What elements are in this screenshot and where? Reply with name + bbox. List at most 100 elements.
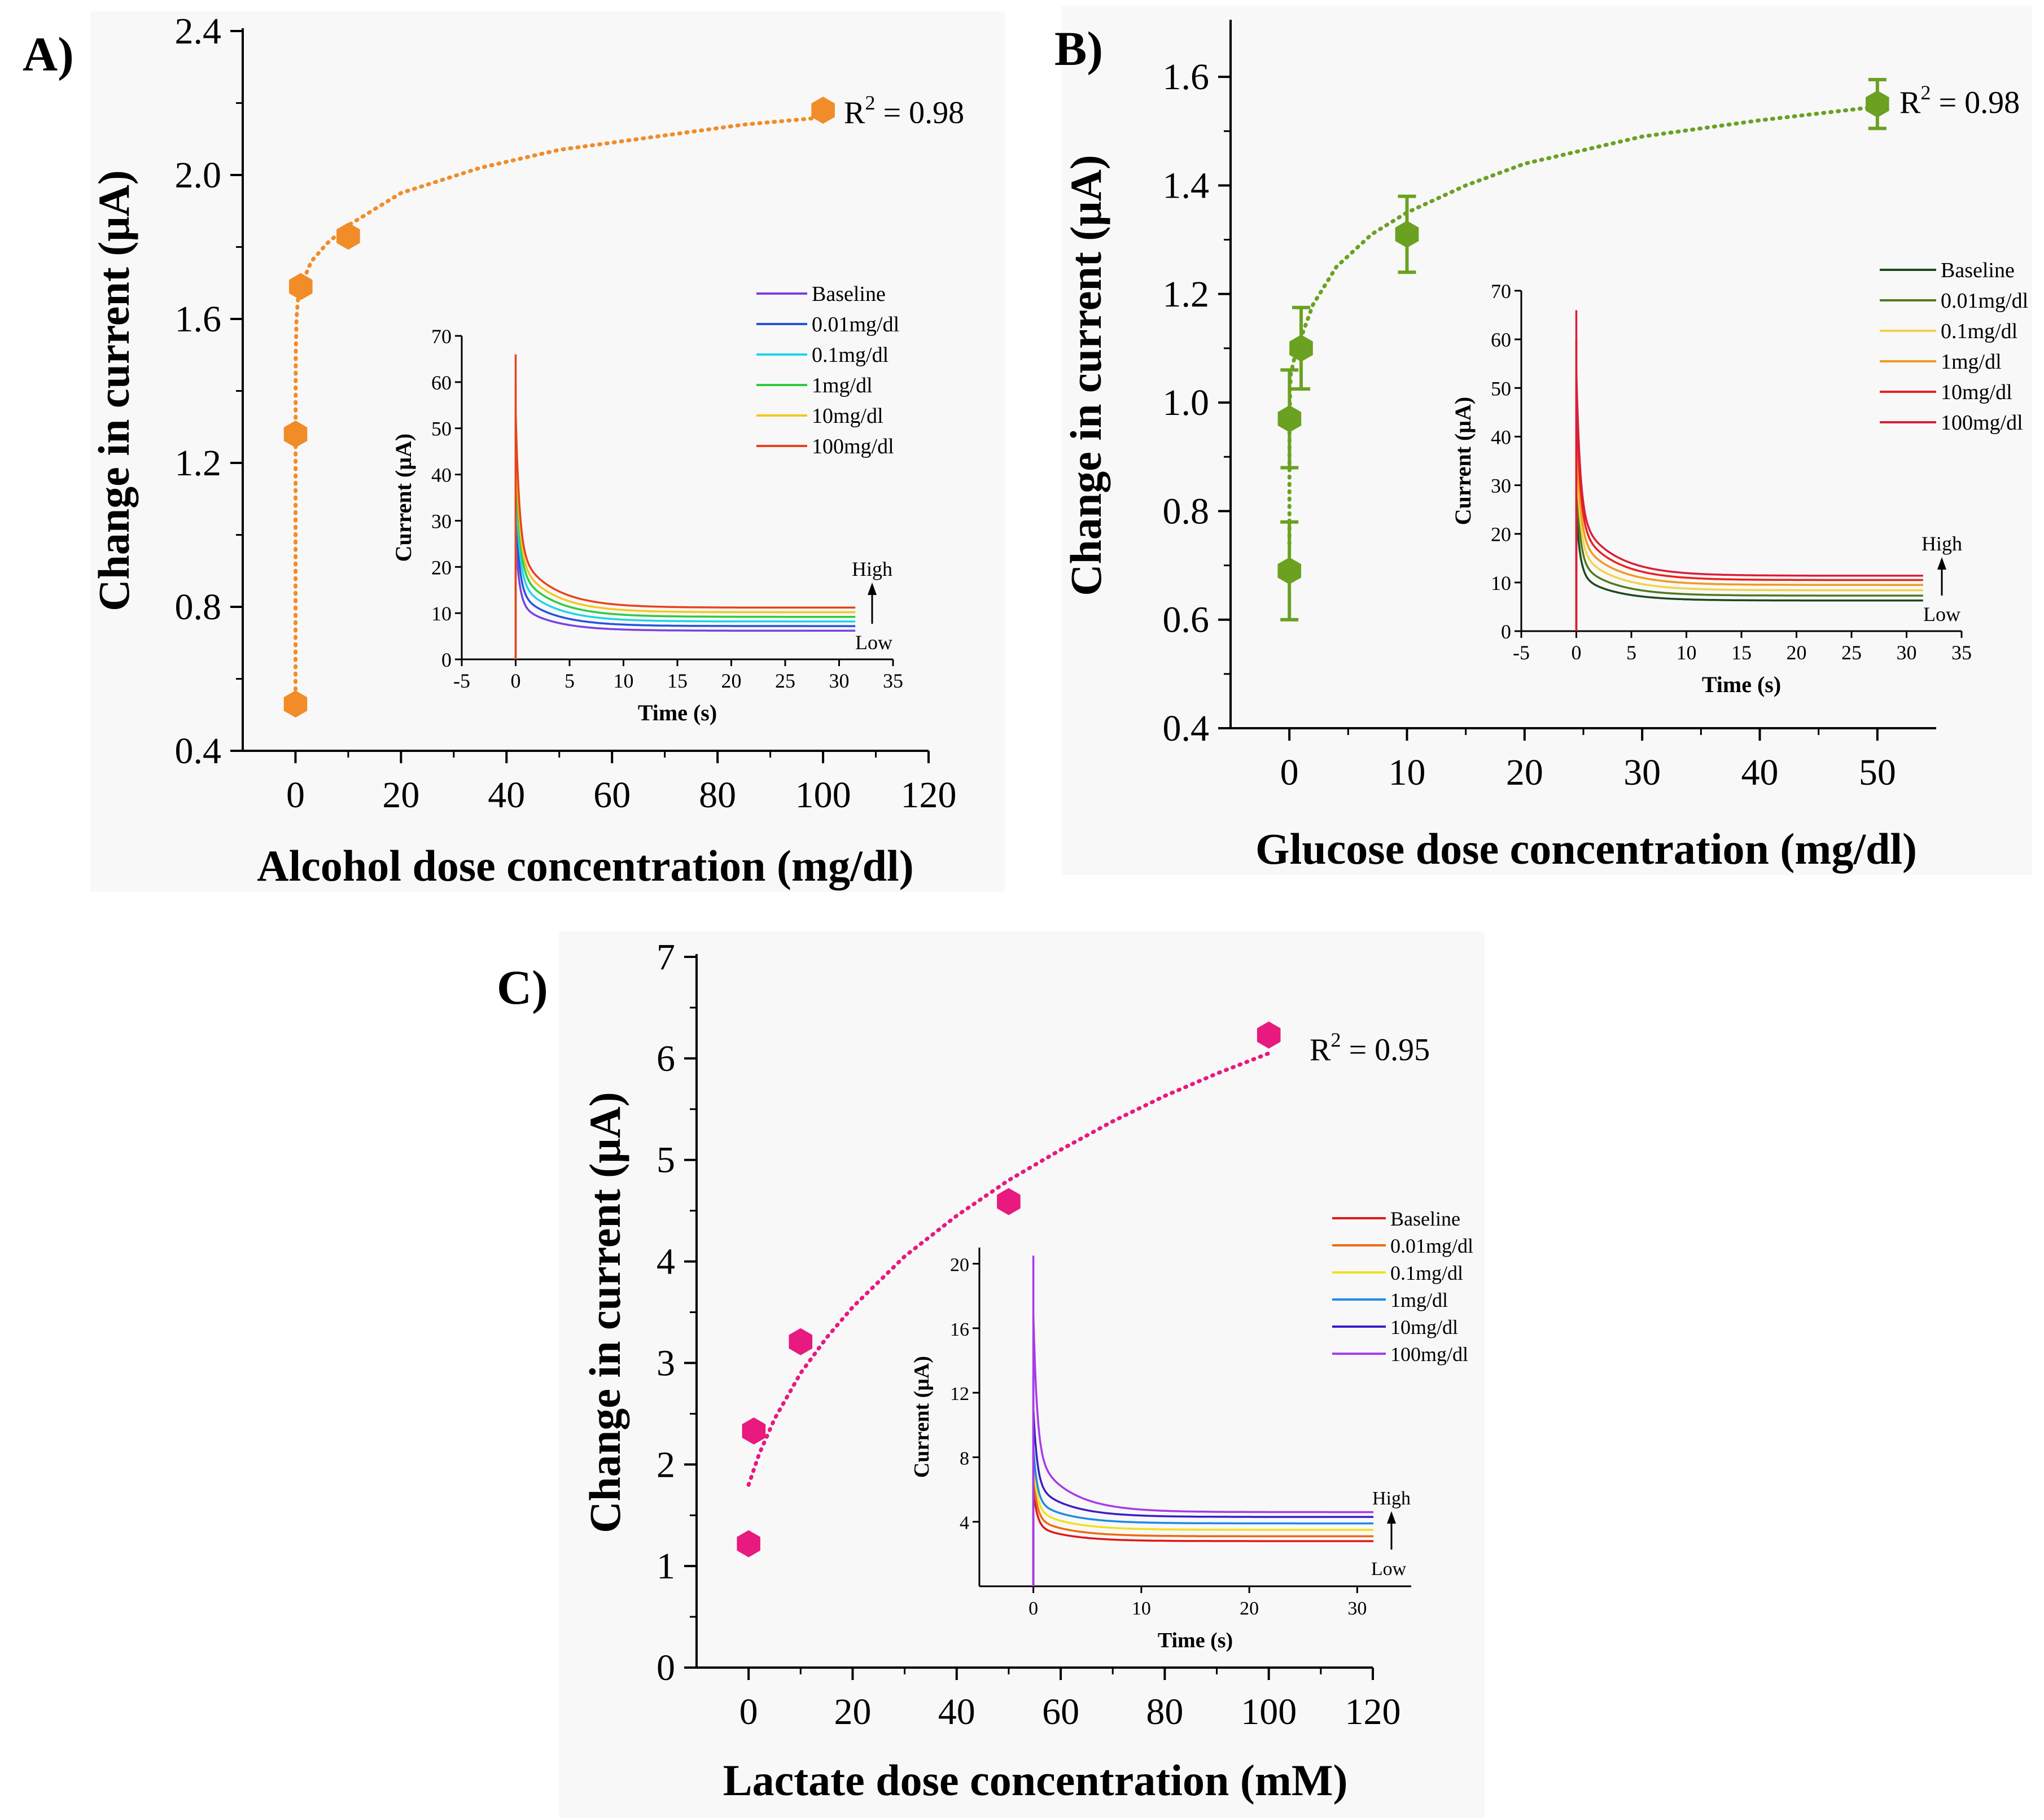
x-axis-label: Lactate dose concentration (mM) <box>723 1756 1348 1805</box>
inset-y-tick-label: 60 <box>1491 329 1511 351</box>
inset-x-axis-label: Time (s) <box>1702 672 1781 697</box>
y-tick-label: 0.8 <box>1163 491 1210 532</box>
inset-y-axis-label: Current (μA) <box>391 434 416 562</box>
inset-x-tick-label: 25 <box>1841 641 1862 664</box>
inset-y-tick-label: 12 <box>950 1384 969 1405</box>
y-axis-label: Change in current (μA) <box>580 1092 629 1533</box>
y-axis-label: Change in current (μA) <box>1061 155 1110 596</box>
x-tick-label: 40 <box>488 775 525 816</box>
x-tick-label: 20 <box>382 775 419 816</box>
inset-y-tick-label: 70 <box>1491 280 1511 303</box>
r-squared-label: R2 = 0.98 <box>844 91 964 130</box>
x-tick-label: 120 <box>901 775 957 816</box>
inset-x-axis-label: Time (s) <box>1158 1629 1233 1652</box>
legend-label: 0.01mg/dl <box>1390 1235 1473 1257</box>
y-tick-label: 6 <box>656 1038 675 1079</box>
inset-y-tick-label: 30 <box>1491 475 1511 497</box>
x-tick-label: 30 <box>1623 752 1661 793</box>
inset-x-tick-label: 5 <box>564 670 575 692</box>
r-squared-superscript: 2 <box>1330 1029 1341 1051</box>
y-tick-label: 1.2 <box>175 443 222 484</box>
y-tick-label: 2.4 <box>175 11 222 52</box>
inset-y-tick-label: 60 <box>431 371 452 394</box>
inset-y-tick-label: 50 <box>1491 377 1511 400</box>
legend-label: 1mg/dl <box>1941 350 2002 374</box>
inset-x-tick-label: -5 <box>1513 641 1530 664</box>
panel-label: B) <box>1054 21 1103 76</box>
inset-x-tick-label: -5 <box>453 670 470 692</box>
inset-x-tick-label: 30 <box>1347 1598 1367 1619</box>
inset-x-tick-label: 35 <box>1951 641 1972 664</box>
y-tick-label: 1.2 <box>1163 274 1210 315</box>
inset-low-label: Low <box>1923 603 1960 625</box>
y-tick-label: 1.4 <box>1163 165 1210 206</box>
y-tick-label: 0.6 <box>1163 600 1210 641</box>
y-tick-label: 7 <box>656 937 675 978</box>
inset-high-label: High <box>1372 1488 1411 1509</box>
x-tick-label: 20 <box>834 1691 871 1733</box>
legend-label: 0.1mg/dl <box>1941 320 2017 343</box>
y-tick-label: 0.8 <box>175 587 222 628</box>
inset-x-tick-label: 0 <box>1572 641 1582 664</box>
inset-x-tick-label: 20 <box>1787 641 1807 664</box>
r-squared-value: = 0.95 <box>1341 1032 1430 1068</box>
r-squared-r: R <box>1310 1032 1331 1068</box>
legend-label: 0.1mg/dl <box>812 343 888 367</box>
legend-label: 100mg/dl <box>812 435 894 458</box>
y-tick-label: 3 <box>656 1342 675 1384</box>
inset-x-axis-label: Time (s) <box>638 700 717 725</box>
x-tick-label: 40 <box>938 1691 975 1733</box>
x-tick-label: 0 <box>739 1691 758 1733</box>
x-tick-label: 0 <box>286 775 305 816</box>
inset-y-tick-label: 40 <box>1491 426 1511 448</box>
inset-x-tick-label: 25 <box>775 670 795 692</box>
x-tick-label: 120 <box>1345 1691 1401 1733</box>
y-axis-label: Change in current (μA) <box>89 170 138 611</box>
inset-x-tick-label: 10 <box>1677 641 1697 664</box>
inset-x-tick-label: 0 <box>511 670 521 692</box>
y-tick-label: 0 <box>656 1647 675 1688</box>
legend-label: 1mg/dl <box>812 374 873 397</box>
inset-x-tick-label: 0 <box>1028 1598 1038 1619</box>
r-squared-r: R <box>844 95 865 130</box>
x-tick-label: 80 <box>699 775 736 816</box>
r-squared-r: R <box>1899 85 1921 120</box>
x-tick-label: 50 <box>1859 752 1896 793</box>
figure: A)0 20 40 60 80 100 1200.40.81.21.62.02.4Alcoh… <box>0 0 2044 1820</box>
legend-label: Baseline <box>1390 1208 1460 1230</box>
y-tick-label: 1.6 <box>1163 56 1210 98</box>
y-tick-label: 2.0 <box>175 155 222 196</box>
y-tick-label: 1.0 <box>1163 382 1210 423</box>
y-tick-label: 1 <box>656 1546 675 1587</box>
x-tick-label: 10 <box>1389 752 1426 793</box>
inset-y-tick-label: 20 <box>431 556 452 579</box>
inset-x-tick-label: 10 <box>1132 1598 1151 1619</box>
x-tick-label: 100 <box>795 775 851 816</box>
legend-label: 0.01mg/dl <box>1941 289 2028 313</box>
y-tick-label: 5 <box>656 1140 675 1181</box>
inset-x-tick-label: 35 <box>883 670 903 692</box>
x-tick-label: 80 <box>1146 1691 1183 1733</box>
y-tick-label: 4 <box>656 1241 675 1283</box>
legend-label: Baseline <box>1941 259 2015 282</box>
inset-x-tick-label: 10 <box>614 670 634 692</box>
x-tick-label: 40 <box>1741 752 1779 793</box>
inset-x-tick-label: 30 <box>1897 641 1917 664</box>
inset-x-tick-label: 20 <box>1240 1598 1259 1619</box>
inset-y-tick-label: 20 <box>950 1255 969 1276</box>
inset-y-tick-label: 10 <box>1491 572 1511 594</box>
y-tick-label: 0.4 <box>1163 708 1210 749</box>
panel-label: A) <box>23 27 74 81</box>
inset-x-tick-label: 5 <box>1626 641 1636 664</box>
inset-y-tick-label: 70 <box>431 325 452 348</box>
inset-low-label: Low <box>855 631 892 654</box>
inset-y-tick-label: 8 <box>960 1448 969 1469</box>
inset-x-tick-label: 30 <box>829 670 850 692</box>
x-tick-label: 100 <box>1241 1691 1297 1733</box>
panel-label: C) <box>497 960 548 1014</box>
inset-low-label: Low <box>1371 1559 1407 1580</box>
legend-label: 10mg/dl <box>1390 1316 1458 1338</box>
inset-y-tick-label: 4 <box>960 1513 969 1534</box>
inset-y-tick-label: 20 <box>1491 523 1511 546</box>
inset-y-tick-label: 40 <box>431 464 452 487</box>
